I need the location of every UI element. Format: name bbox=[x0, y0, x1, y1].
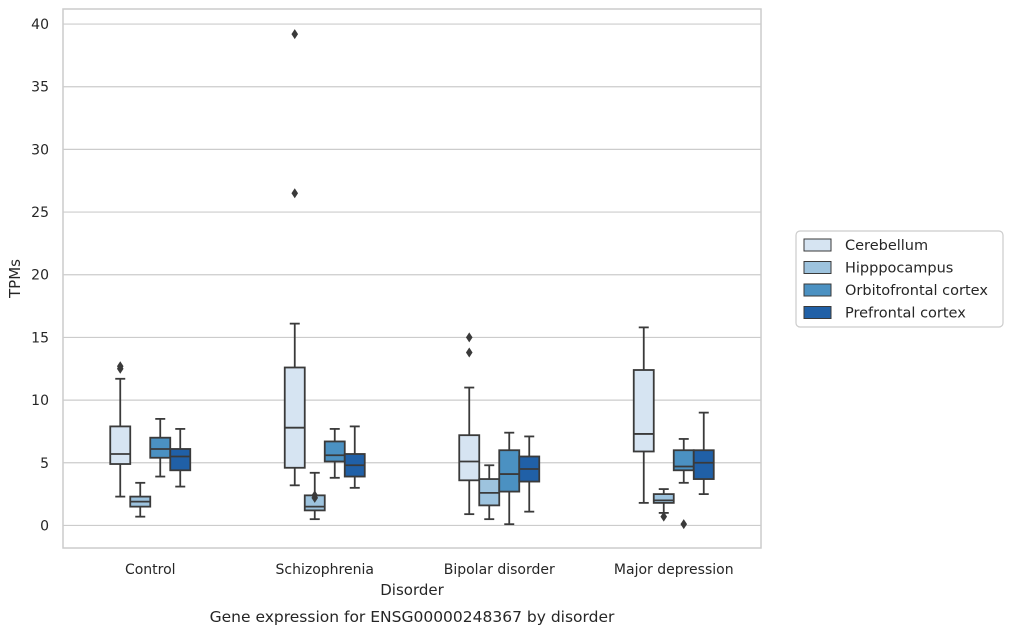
x-tick-label: Schizophrenia bbox=[276, 562, 374, 578]
box-groups bbox=[109, 29, 715, 530]
box-iqr bbox=[692, 449, 715, 480]
box-cerebellum bbox=[632, 326, 655, 504]
outlier-point bbox=[291, 188, 299, 199]
box-orbitofrontal-cortex bbox=[323, 428, 346, 479]
y-tick-label: 20 bbox=[31, 268, 49, 284]
y-tick-label: 15 bbox=[31, 330, 49, 346]
box-prefrontal-cortex bbox=[692, 411, 715, 496]
box-cerebellum bbox=[283, 29, 306, 487]
y-tick-label: 30 bbox=[31, 142, 49, 158]
box-prefrontal-cortex bbox=[518, 435, 541, 513]
box-cerebellum bbox=[458, 332, 481, 516]
box-iqr bbox=[498, 449, 521, 493]
x-tick-label: Major depression bbox=[614, 562, 734, 578]
legend-frame bbox=[795, 230, 1004, 328]
x-tick-label: Control bbox=[125, 562, 176, 578]
box-hipppocampus bbox=[303, 471, 326, 521]
y-tick-label: 35 bbox=[31, 80, 49, 96]
box-prefrontal-cortex bbox=[343, 425, 366, 489]
legend-label: Orbitofrontal cortex bbox=[845, 283, 988, 299]
legend-label: Hipppocampus bbox=[845, 261, 953, 277]
chart-caption: Gene expression for ENSG00000248367 by d… bbox=[210, 608, 615, 626]
legend: Cerebellum Hipppocampus Orbitofrontal cort… bbox=[795, 230, 1004, 328]
outlier-point bbox=[680, 519, 688, 530]
legend-item: Orbitofrontal cortex bbox=[803, 283, 988, 299]
box-orbitofrontal-cortex bbox=[149, 417, 172, 478]
outlier-point bbox=[465, 347, 473, 358]
y-tick-labels: 0 5 10 15 20 25 30 35 40 bbox=[31, 17, 49, 534]
legend-swatch bbox=[803, 261, 832, 274]
box-iqr bbox=[632, 369, 655, 453]
box-iqr bbox=[652, 493, 675, 504]
box-cerebellum bbox=[109, 361, 132, 498]
outlier-point bbox=[465, 332, 473, 343]
box-iqr bbox=[109, 425, 132, 465]
legend-swatch bbox=[803, 306, 832, 319]
legend-swatch bbox=[803, 283, 832, 297]
legend-item: Cerebellum bbox=[803, 238, 928, 254]
box-orbitofrontal-cortex bbox=[498, 431, 521, 526]
box-iqr bbox=[323, 440, 346, 463]
box-iqr bbox=[458, 434, 481, 482]
y-tick-label: 25 bbox=[31, 205, 49, 221]
x-tick-label: Bipolar disorder bbox=[444, 562, 555, 578]
box-iqr bbox=[149, 436, 172, 459]
box-hipppocampus bbox=[478, 464, 501, 521]
legend-item: Prefrontal cortex bbox=[803, 306, 966, 322]
plot-area-frame bbox=[62, 8, 762, 549]
box-hipppocampus bbox=[129, 481, 152, 518]
legend-label: Cerebellum bbox=[845, 238, 928, 254]
box-hipppocampus bbox=[652, 488, 675, 522]
outlier-point bbox=[116, 361, 124, 372]
outlier-point bbox=[291, 29, 299, 40]
y-tick-label: 40 bbox=[31, 17, 49, 33]
y-tick-label: 5 bbox=[40, 456, 49, 472]
y-axis-title: TPMs bbox=[6, 259, 24, 299]
box-prefrontal-cortex bbox=[169, 428, 192, 488]
box-iqr bbox=[283, 366, 306, 469]
outlier-point bbox=[311, 490, 319, 501]
y-tick-label: 0 bbox=[40, 518, 49, 534]
y-tick-label: 10 bbox=[31, 393, 49, 409]
outlier-point bbox=[660, 511, 668, 522]
box-iqr bbox=[169, 448, 192, 472]
box-orbitofrontal-cortex bbox=[672, 438, 695, 530]
x-axis-title: Disorder bbox=[380, 581, 444, 599]
x-tick-labels: Control Schizophrenia Bipolar disorder Majo… bbox=[125, 562, 734, 578]
legend-item: Hipppocampus bbox=[803, 261, 953, 277]
legend-swatch bbox=[803, 238, 832, 252]
legend-label: Prefrontal cortex bbox=[845, 306, 966, 322]
